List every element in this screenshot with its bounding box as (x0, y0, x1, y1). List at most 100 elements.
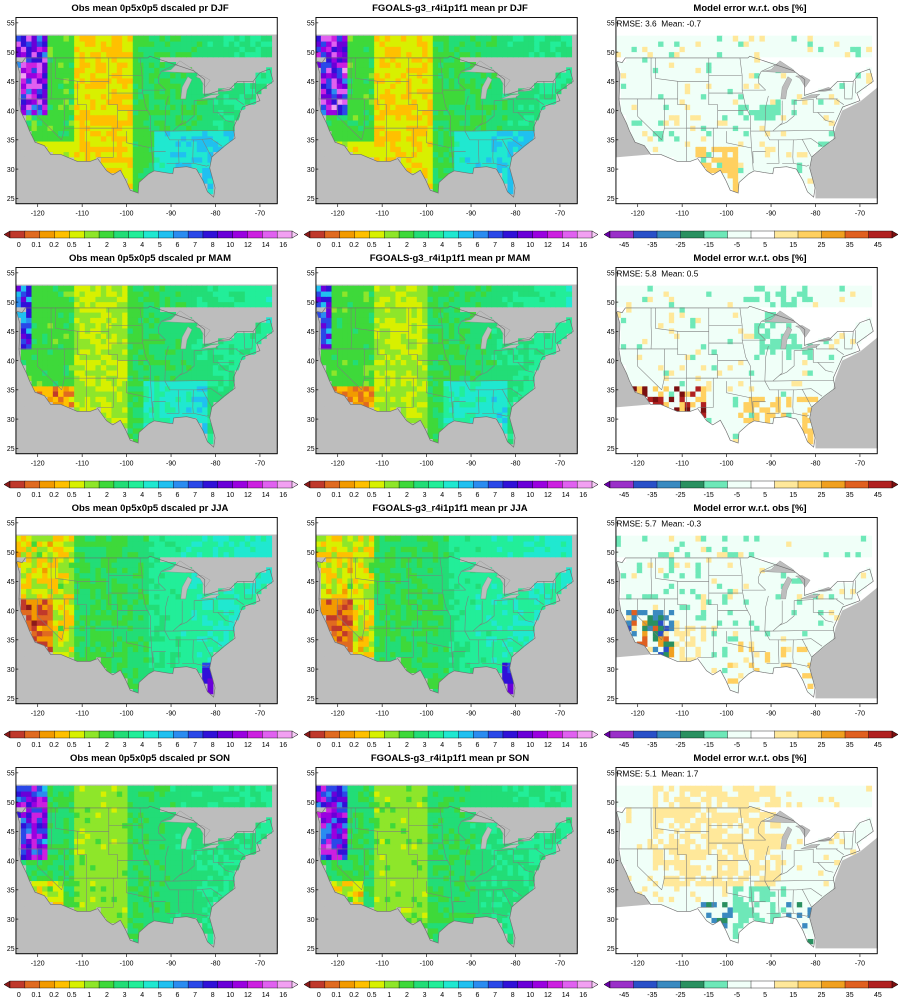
precip-colorbar: 0 0.1 0.2 0.5 1 2 3 4 5 6 7 8 10 12 14 16 (4, 230, 298, 249)
colorbar-swatch (428, 480, 445, 489)
colorbar-label: 14 (562, 992, 570, 999)
lat-tick-label: 50 (7, 300, 15, 307)
colorbar-swatch (428, 980, 445, 989)
colorbar-swatch (69, 980, 85, 989)
colorbar-label: 5 (458, 242, 462, 249)
colorbar-swatch (354, 480, 370, 489)
panel-obs-jja: Obs mean 0p5x0p5 dscaled pr JJA -120 -110-… (0, 500, 300, 750)
colorbar-swatch (750, 480, 775, 489)
precip-colorbar: 0 0.1 0.2 0.5 1 2 3 4 5 6 7 8 10 12 14 16 (304, 480, 598, 499)
colorbar-label: 3 (123, 242, 127, 249)
colorbar-min-arrow (604, 980, 611, 989)
colorbar-swatch (202, 480, 219, 489)
colorbar-swatch (703, 730, 728, 739)
lat-tick-label: 25 (307, 196, 315, 203)
colorbar-max-arrow (291, 730, 298, 739)
lon-tick-label: -120 (631, 960, 645, 967)
colorbar-swatch (98, 730, 115, 739)
colorbar-swatch (703, 480, 728, 489)
colorbar-label: 0.1 (32, 492, 42, 499)
colorbar-swatch (113, 230, 130, 239)
colorbar-label: 3 (423, 742, 427, 749)
lat-tick-label: 30 (307, 167, 315, 174)
colorbar-label: 12 (544, 492, 552, 499)
colorbar-min-arrow (304, 230, 311, 239)
panel-title: Model error w.r.t. obs [%] (693, 253, 807, 264)
precip-colorbar: 0 0.1 0.2 0.5 1 2 3 4 5 6 7 8 10 12 14 16 (304, 730, 598, 749)
mexico-region (615, 904, 739, 955)
colorbar-swatch (9, 730, 26, 739)
colorbar-swatch (173, 230, 189, 239)
colorbar-label: 5 (763, 492, 767, 499)
colorbar-max-arrow (291, 230, 298, 239)
lon-tick-label: -80 (510, 460, 520, 467)
lon-tick-label: -120 (631, 710, 645, 717)
gulf-of-mexico (138, 166, 216, 205)
colorbar-label: 7 (493, 492, 497, 499)
lat-tick-label: 25 (607, 696, 615, 703)
lat-tick-label: 35 (307, 388, 315, 395)
colorbar-label: -15 (704, 742, 714, 749)
colorbar-swatch (562, 230, 578, 239)
no-data-strip (615, 767, 878, 785)
colorbar-min-arrow (304, 730, 311, 739)
lat-tick-label: 55 (307, 271, 315, 278)
lon-tick-label: -110 (675, 210, 689, 217)
colorbar-swatch (562, 480, 578, 489)
colorbar-swatch (354, 980, 370, 989)
colorbar-swatch (217, 480, 234, 489)
colorbar-label: 0.2 (49, 242, 59, 249)
colorbar-label: 5 (158, 992, 162, 999)
colorbar-swatch (398, 230, 415, 239)
colorbar-label: 10 (226, 492, 234, 499)
colorbar-label: 0 (317, 242, 321, 249)
great-lake (194, 575, 211, 588)
colorbar-swatch (113, 480, 130, 489)
state-boundaries (619, 807, 856, 921)
lon-tick-label: -90 (766, 960, 776, 967)
lat-tick-label: 50 (607, 50, 615, 57)
colorbar-label: 45 (874, 742, 882, 749)
map-error-djf: -120 -110 -100 -90 -80 -70 25 30 35 40 45 50 55 RMSE:… (607, 17, 878, 217)
precip-colorbar: 0 0.1 0.2 0.5 1 2 3 4 5 6 7 8 10 12 14 16 (304, 980, 598, 999)
great-lake (500, 93, 521, 100)
colorbar-swatch (821, 730, 846, 739)
colorbar-swatch (39, 730, 56, 739)
lat-tick-label: 25 (607, 196, 615, 203)
colorbar-label: 10 (226, 242, 234, 249)
lat-tick-label: 50 (7, 800, 15, 807)
colorbar-swatch (98, 230, 115, 239)
colorbar-label: 7 (193, 992, 197, 999)
colorbar-max-arrow (291, 980, 298, 989)
lat-tick-label: 40 (307, 858, 315, 865)
colorbar-label: 6 (175, 242, 179, 249)
colorbar-swatch (339, 480, 356, 489)
colorbar-label: 0.1 (332, 492, 342, 499)
colorbar-label: 0 (317, 492, 321, 499)
colorbar-label: 6 (175, 492, 179, 499)
colorbar-min-arrow (304, 480, 311, 489)
colorbar-label: 5 (158, 242, 162, 249)
colorbar-max-arrow (591, 730, 598, 739)
colorbar-swatch (24, 980, 41, 989)
pacific-ocean (15, 812, 51, 908)
lon-tick-label: -120 (331, 960, 345, 967)
lat-tick-label: 40 (607, 608, 615, 615)
colorbar-label: 7 (193, 742, 197, 749)
lat-tick-label: 45 (7, 79, 15, 86)
colorbar-swatch (547, 980, 563, 989)
no-data-strip (315, 267, 578, 285)
pacific-ocean (315, 812, 351, 908)
lon-tick-label: -70 (855, 210, 865, 217)
colorbar-label: 0.2 (349, 492, 359, 499)
lat-tick-label: 40 (607, 858, 615, 865)
gulf-of-mexico (138, 916, 216, 955)
colorbar-label: 35 (846, 242, 854, 249)
pacific-ocean (615, 562, 651, 658)
lon-tick-label: -80 (510, 960, 520, 967)
colorbar-label: 1 (87, 992, 91, 999)
colorbar-swatch (413, 230, 430, 239)
colorbar-label: 1 (87, 492, 91, 499)
colorbar-swatch (9, 230, 26, 239)
colorbar-swatch (128, 480, 145, 489)
